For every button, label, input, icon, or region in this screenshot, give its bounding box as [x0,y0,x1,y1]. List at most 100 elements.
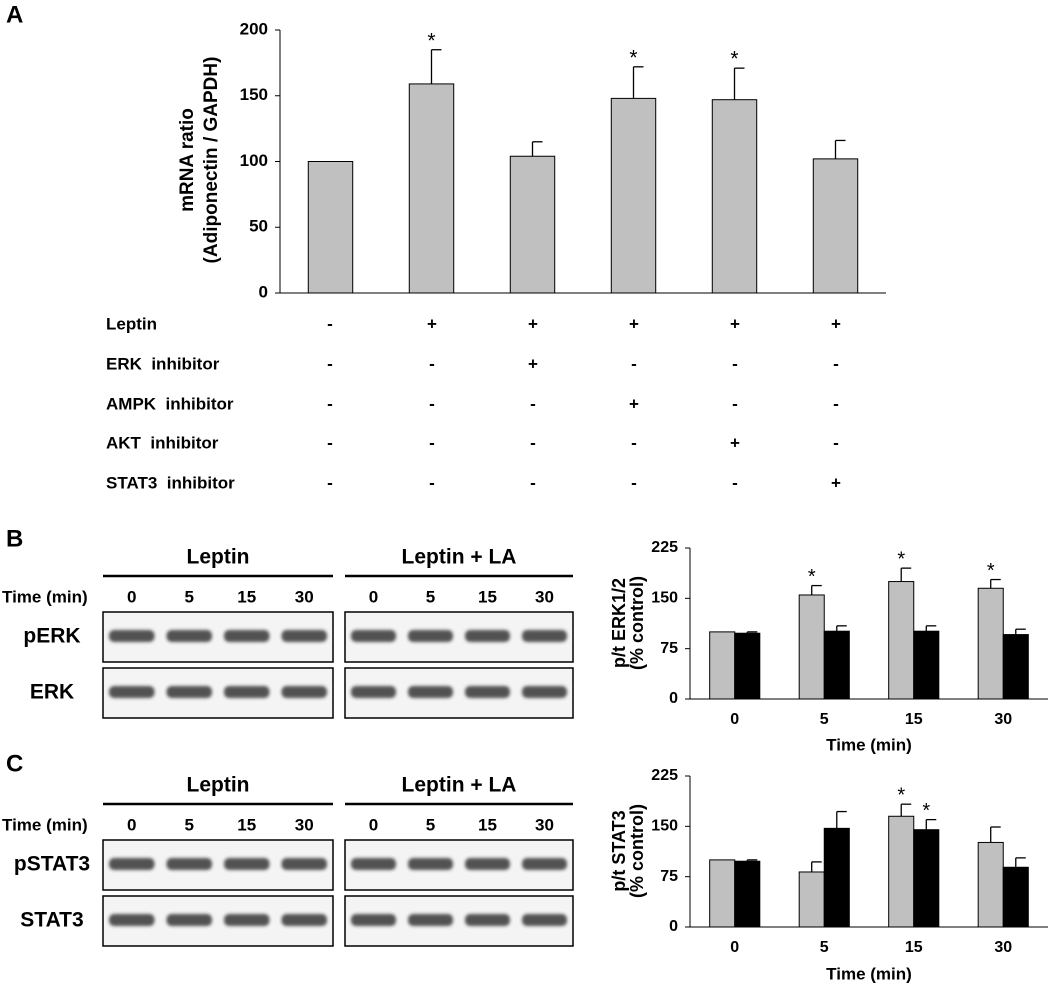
treatment-mark: - [429,354,435,373]
treatment-mark: - [429,473,435,492]
blot-band [351,858,396,870]
blot-band [224,630,270,642]
treatment-label: ERK inhibitor [106,354,220,373]
bar [798,594,825,700]
blot-band [465,858,510,870]
y-axis-label: mRNA ratio [177,108,198,212]
bar [977,587,1004,700]
blot-band [522,630,567,642]
time-label: 30 [535,587,554,606]
treatment-label: AMPK inhibitor [106,394,234,413]
treatment-mark: - [429,394,435,413]
time-label: 0 [369,587,378,606]
bar [913,829,940,928]
blot-row-label: pSTAT3 [14,853,90,876]
blot-band [281,914,327,926]
y-tick-label: 150 [651,590,678,607]
bar [798,871,825,928]
time-label: 30 [295,815,314,834]
treatment-label: STAT3 inhibitor [106,473,235,492]
blot-band [166,914,212,926]
blot-group-label: Leptin [187,774,250,797]
y-tick-label: 150 [240,85,268,104]
treatment-mark: - [530,473,536,492]
blot-band [281,630,327,642]
blot-band [224,686,270,698]
bar [709,631,736,700]
blot-band [351,914,396,926]
blot-group-label: Leptin + LA [402,546,517,569]
treatment-mark: - [833,394,839,413]
blot-band [351,630,396,642]
time-label: 0 [369,815,378,834]
blot-band [408,686,453,698]
blot-band [465,686,510,698]
bar [1002,634,1029,700]
time-label: 5 [426,587,435,606]
bar [709,859,736,928]
bar [610,97,657,294]
blot-band [166,858,212,870]
significance-marker: * [922,800,930,822]
bar [509,155,556,294]
treatment-mark: - [327,433,333,452]
significance-marker: * [427,29,435,52]
significance-marker: * [808,566,816,588]
blot-band [109,630,155,642]
y-tick-label: 225 [651,767,678,784]
x-axis-label: Time (min) [826,735,912,754]
y-tick-label: 0 [669,918,678,935]
bar [307,161,354,294]
bar [711,99,758,294]
blot-row-label: ERK [30,681,74,704]
treatment-mark: - [327,354,333,373]
bar [1002,866,1029,928]
time-label: 15 [237,587,256,606]
x-tick-label: 5 [820,939,829,956]
bar [823,630,850,700]
blot-band [465,630,510,642]
y-axis-label: (% control) [627,576,647,670]
x-tick-label: 30 [994,939,1012,956]
panel-label: C [6,750,23,777]
treatment-mark: + [730,314,740,333]
time-label: 5 [185,815,194,834]
y-tick-label: 200 [240,19,268,38]
time-label: 15 [478,815,497,834]
treatment-mark: - [429,433,435,452]
blot-group-label: Leptin + LA [402,774,517,797]
blot-row-label: pERK [23,625,80,648]
bar [734,632,761,700]
bar [913,630,940,700]
significance-marker: * [730,48,738,71]
y-tick-label: 75 [660,868,678,885]
treatment-mark: - [530,433,536,452]
blot-band [281,686,327,698]
treatment-mark: + [528,354,538,373]
treatment-mark: + [730,433,740,452]
bar [977,841,1004,928]
treatment-mark: - [833,354,839,373]
y-tick-label: 225 [651,539,678,556]
x-tick-label: 15 [905,939,923,956]
blot-band [522,914,567,926]
blot-band [281,858,327,870]
bar [734,860,761,928]
treatment-mark: + [831,473,841,492]
blot-band [408,914,453,926]
time-label: 5 [426,815,435,834]
treatment-mark: - [732,473,738,492]
panel-label: A [6,1,23,28]
time-label: 15 [478,587,497,606]
bar [823,827,850,928]
y-axis-label: p/t STAT3 [609,810,629,891]
treatment-label: AKT inhibitor [106,433,219,452]
blot-band [408,630,453,642]
significance-marker: * [897,784,905,806]
y-axis-label: p/t ERK1/2 [609,578,629,668]
y-tick-label: 150 [651,818,678,835]
treatment-mark: - [327,314,333,333]
treatment-mark: - [530,394,536,413]
time-label: 30 [295,587,314,606]
time-label: 30 [535,815,554,834]
